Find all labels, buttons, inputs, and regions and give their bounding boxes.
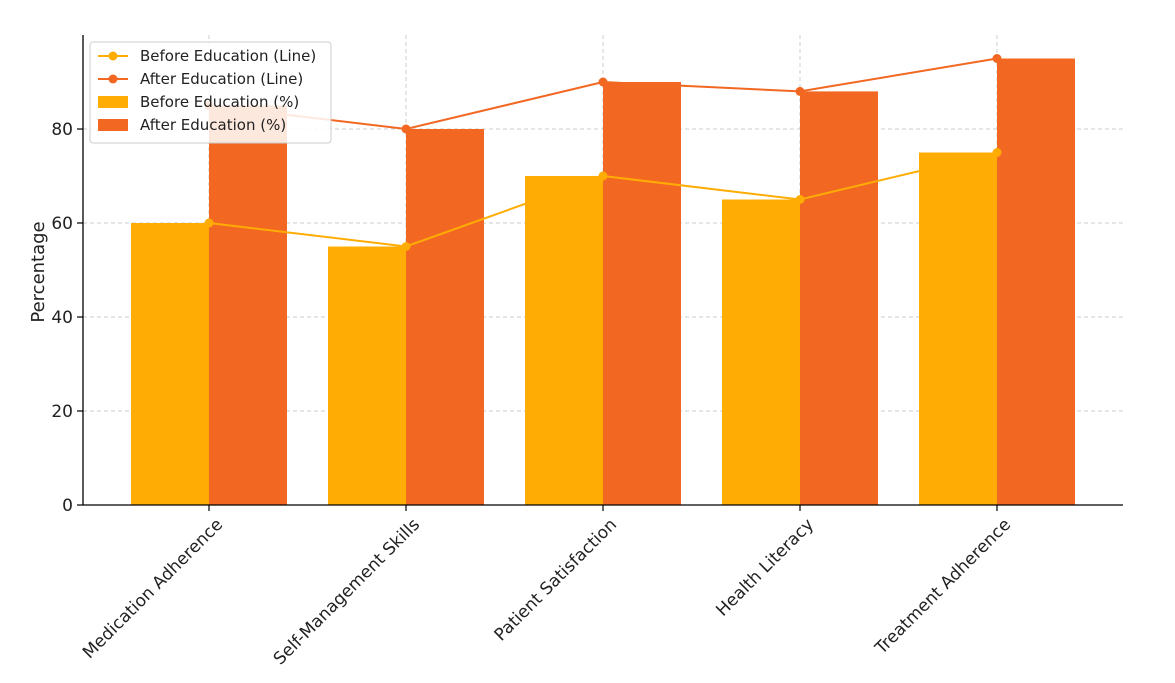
y-tick-label: 40 — [51, 308, 73, 328]
bars-layer — [131, 58, 1075, 506]
legend-item: After Education (Line) — [98, 70, 303, 88]
legend-label: Before Education (%) — [140, 93, 299, 111]
legend-item: After Education (%) — [98, 116, 286, 134]
lines-layer — [204, 54, 1002, 251]
legend-bar-swatch — [98, 119, 128, 131]
legend-marker-swatch — [108, 51, 118, 61]
line-point-after — [401, 124, 411, 134]
bar-before — [131, 223, 209, 505]
legend-label: After Education (%) — [140, 116, 286, 134]
bar-before — [525, 176, 603, 505]
bar-before — [919, 152, 997, 505]
legend-label: After Education (Line) — [140, 70, 303, 88]
bar-after — [209, 105, 287, 505]
line-point-before — [992, 148, 1002, 157]
y-axis-ticks: 0 20 40 60 80 — [51, 120, 83, 516]
x-tick-label: Self-Management Skills — [270, 515, 424, 669]
y-tick-label: 60 — [51, 214, 73, 234]
x-tick-label: Medication Adherence — [79, 515, 227, 663]
line-point-after — [598, 77, 608, 87]
x-tick-label: Patient Satisfaction — [491, 515, 621, 645]
bar-after — [406, 129, 484, 505]
bar-before — [328, 246, 406, 505]
y-axis-title: Percentage — [28, 221, 49, 322]
legend-item: Before Education (Line) — [98, 47, 316, 65]
y-tick-label: 80 — [51, 120, 73, 140]
x-tick-label: Health Literacy — [712, 515, 818, 621]
legend: Before Education (Line) After Education (… — [89, 41, 332, 144]
line-point-before — [204, 218, 214, 228]
x-axis-ticks: Medication Adherence Self-Management Skil… — [79, 505, 1015, 669]
bar-after — [800, 91, 878, 506]
bar-before — [722, 199, 800, 505]
legend-marker-swatch — [108, 74, 118, 84]
legend-item: Before Education (%) — [98, 93, 299, 111]
legend-box — [89, 41, 332, 144]
x-tick-label: Treatment Adherence — [871, 515, 1015, 659]
line-point-before — [598, 171, 608, 181]
line-point-after — [992, 54, 1002, 63]
line-point-before — [401, 242, 411, 251]
y-tick-label: 20 — [51, 402, 73, 422]
y-tick-label: 0 — [62, 496, 73, 516]
line-point-before — [795, 195, 805, 204]
bar-after — [603, 82, 681, 505]
legend-bar-swatch — [98, 96, 128, 108]
legend-label: Before Education (Line) — [140, 47, 316, 65]
bar-after — [997, 58, 1075, 505]
line-point-after — [795, 86, 805, 96]
